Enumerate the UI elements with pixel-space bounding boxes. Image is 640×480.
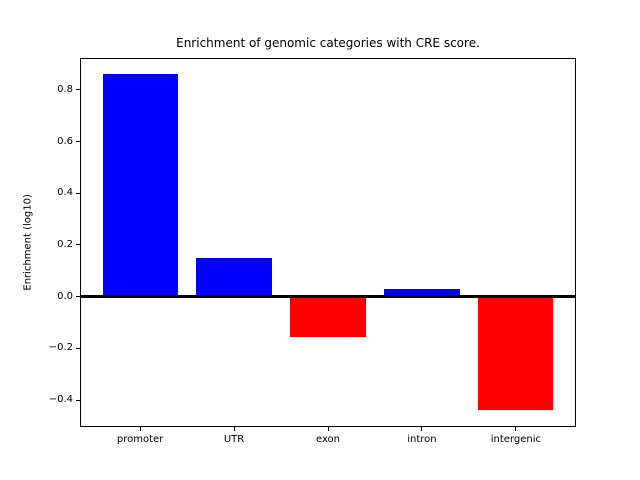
bar-intron — [384, 288, 460, 297]
x-tick-mark — [421, 427, 423, 432]
y-tick-mark — [76, 347, 80, 349]
x-tick-label-exon: exon — [315, 434, 341, 446]
y-tick-label: 0.6 — [57, 135, 73, 147]
zero-line — [80, 294, 576, 299]
y-tick-label: 0.8 — [57, 83, 73, 95]
x-tick-label-intergenic: intergenic — [490, 434, 541, 446]
y-tick-label: −0.2 — [48, 342, 73, 354]
chart-title: Enrichment of genomic categories with CR… — [176, 36, 480, 50]
y-tick-mark — [76, 192, 80, 194]
y-tick-label: −0.4 — [48, 394, 73, 406]
y-tick-mark — [76, 244, 80, 246]
x-tick-mark — [233, 427, 235, 432]
y-tick-label: 0.0 — [57, 290, 73, 302]
bar-UTR — [196, 257, 272, 297]
x-tick-mark — [327, 427, 329, 432]
x-tick-mark — [515, 427, 517, 432]
y-tick-label: 0.2 — [57, 238, 73, 250]
x-tick-label-intron: intron — [407, 434, 437, 446]
x-tick-mark — [139, 427, 141, 432]
y-tick-mark — [76, 399, 80, 401]
y-tick-mark — [76, 141, 80, 143]
bar-exon — [290, 296, 366, 337]
y-tick-label: 0.4 — [57, 187, 73, 199]
x-tick-label-UTR: UTR — [223, 434, 245, 446]
x-tick-label-promoter: promoter — [116, 434, 164, 446]
bar-intergenic — [478, 296, 554, 411]
y-tick-mark — [76, 296, 80, 298]
bar-promoter — [102, 74, 178, 297]
y-tick-mark — [76, 89, 80, 91]
